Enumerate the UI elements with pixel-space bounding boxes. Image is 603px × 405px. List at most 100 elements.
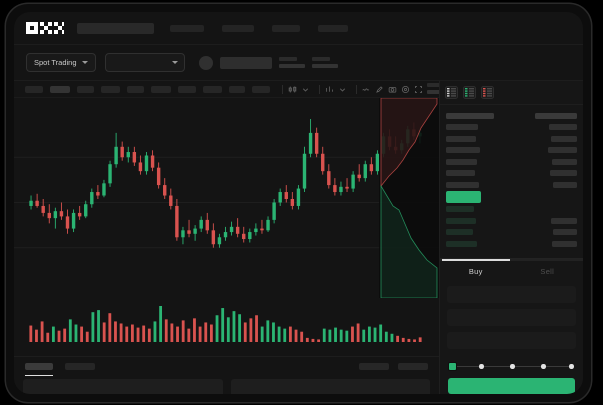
timeframe-button-4[interactable]	[101, 85, 120, 93]
candle-11	[90, 192, 94, 205]
candle-22	[156, 167, 161, 186]
candlestick-chart[interactable]	[14, 98, 439, 356]
volume-bar-51	[311, 338, 315, 342]
volume-histogram	[29, 306, 422, 342]
orderbook-view-bids-icon[interactable]	[463, 86, 476, 99]
volume-bar-65	[390, 333, 394, 342]
order-book-row[interactable]	[446, 191, 577, 204]
orderbook-view-both-icon[interactable]	[445, 86, 458, 99]
trading-mode-select[interactable]: Spot Trading	[26, 53, 96, 72]
timeframe-button-5[interactable]	[127, 85, 144, 93]
volume-bar-46	[283, 328, 287, 342]
amount-field[interactable]	[447, 309, 576, 326]
timeframe-button-3[interactable]	[77, 85, 94, 93]
candle-32	[217, 237, 222, 245]
candle-58	[375, 153, 380, 172]
volume-bar-38	[238, 314, 242, 342]
volume-bar-1	[29, 325, 33, 342]
trading-pair-select[interactable]	[104, 53, 185, 72]
app-screen: Spot Trading	[14, 12, 583, 394]
amount-percent-slider[interactable]	[448, 362, 575, 372]
candle-23	[163, 185, 167, 196]
order-book-row[interactable]	[446, 122, 577, 134]
tab-buy[interactable]: Buy	[468, 267, 483, 276]
volume-bar-14	[102, 322, 106, 342]
chevron-down-icon[interactable]	[338, 85, 347, 94]
order-book-row[interactable]	[446, 238, 577, 250]
timeframe-button-8[interactable]	[203, 85, 222, 93]
total-field[interactable]	[447, 332, 576, 349]
candle-46	[302, 153, 307, 189]
bottom-action-1[interactable]	[359, 363, 389, 370]
candle-56	[363, 164, 367, 179]
ticker-stat-1-value	[278, 64, 305, 68]
fullscreen-icon[interactable]	[414, 85, 423, 94]
candlestick-type-icon[interactable]	[288, 85, 297, 94]
bottom-tab-open-orders[interactable]	[25, 363, 53, 376]
slider-mark-75[interactable]	[541, 364, 546, 369]
order-amount-cell	[553, 229, 577, 236]
assets-panel[interactable]	[230, 379, 430, 394]
ticker-stat-2-label	[311, 57, 330, 61]
order-entry-form	[440, 286, 583, 355]
bottom-action-2[interactable]	[398, 363, 428, 370]
order-book-row[interactable]	[446, 145, 577, 157]
price-field[interactable]	[447, 286, 576, 303]
chevron-down-icon[interactable]	[301, 85, 310, 94]
ticker-stat-2-value	[311, 64, 338, 68]
order-book-row[interactable]	[446, 156, 577, 168]
order-book-row[interactable]	[446, 227, 577, 239]
candle-41	[272, 202, 276, 220]
order-book-row[interactable]	[446, 133, 577, 145]
open-orders-panel[interactable]	[23, 379, 223, 394]
slider-mark-50[interactable]	[510, 364, 515, 369]
tab-row: Buy Sell	[440, 261, 583, 282]
order-book-row[interactable]	[446, 168, 577, 180]
volume-bar-42	[260, 326, 264, 342]
slider-mark-25[interactable]	[479, 364, 484, 369]
pencil-draw-icon[interactable]	[375, 85, 384, 94]
candlestick-plot[interactable]	[14, 98, 439, 298]
camera-snapshot-icon[interactable]	[388, 85, 397, 94]
candle-19	[138, 162, 143, 172]
slider-handle[interactable]	[448, 362, 457, 371]
timeframe-button-2[interactable]	[50, 85, 70, 93]
nav-item-4[interactable]	[318, 24, 348, 32]
candle-21	[150, 155, 155, 168]
volume-bar-50	[305, 337, 309, 342]
indicators-icon[interactable]	[325, 85, 334, 94]
bottom-tab-group	[14, 357, 439, 376]
device-bezel: Spot Trading	[6, 4, 591, 402]
order-book-row[interactable]	[446, 204, 577, 216]
global-search-input[interactable]	[77, 22, 154, 34]
orderbook-view-asks-icon[interactable]	[481, 86, 494, 99]
chevron-down-icon	[81, 61, 88, 64]
volume-bar-18	[125, 326, 129, 342]
nav-item-3[interactable]	[272, 24, 300, 32]
tab-sell[interactable]: Sell	[540, 267, 555, 276]
nav-item-1[interactable]	[170, 24, 204, 32]
okx-logo-icon[interactable]	[26, 22, 64, 34]
line-chart-icon[interactable]	[362, 85, 371, 94]
candle-28	[193, 228, 197, 234]
order-book-row[interactable]	[446, 215, 577, 227]
submit-buy-button[interactable]	[448, 378, 575, 394]
candle-6	[59, 211, 64, 217]
order-amount-cell	[549, 124, 577, 131]
coin-avatar-icon	[198, 55, 213, 70]
volume-bar-44	[272, 322, 275, 342]
timeframe-button-7[interactable]	[178, 85, 196, 93]
order-price-cell	[446, 217, 476, 224]
nav-item-2[interactable]	[222, 24, 254, 32]
timeframe-button-9[interactable]	[229, 85, 245, 93]
order-book-row[interactable]	[446, 110, 577, 122]
trading-mode-label: Spot Trading	[34, 58, 77, 67]
settings-gear-icon[interactable]	[401, 85, 410, 94]
order-book-row[interactable]	[446, 179, 577, 191]
slider-mark-100[interactable]	[569, 364, 574, 369]
timeframe-button-1[interactable]	[25, 85, 43, 93]
timeframe-button-10[interactable]	[252, 85, 270, 93]
bottom-tab-order-history[interactable]	[65, 363, 95, 370]
timeframe-button-6[interactable]	[151, 85, 171, 93]
order-book-rows[interactable]	[440, 105, 583, 250]
